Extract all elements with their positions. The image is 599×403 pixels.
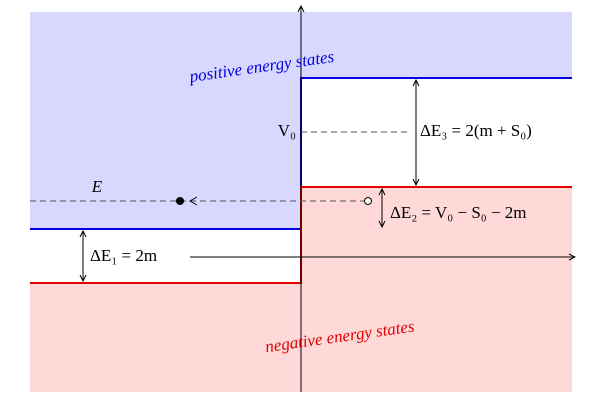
open-dot (364, 197, 372, 205)
v0-label: V₀ (278, 121, 296, 140)
filled-dot (176, 197, 184, 205)
delta-e1-label: ΔE₁ = 2m (90, 246, 157, 265)
energy-arrowhead (188, 196, 198, 206)
delta-e3-label: ΔE₃ = 2(m + S₀) (420, 121, 532, 140)
energy-label: E (91, 177, 103, 196)
delta-e2-label: ΔE₂ = V₀ − S₀ − 2m (390, 203, 527, 222)
